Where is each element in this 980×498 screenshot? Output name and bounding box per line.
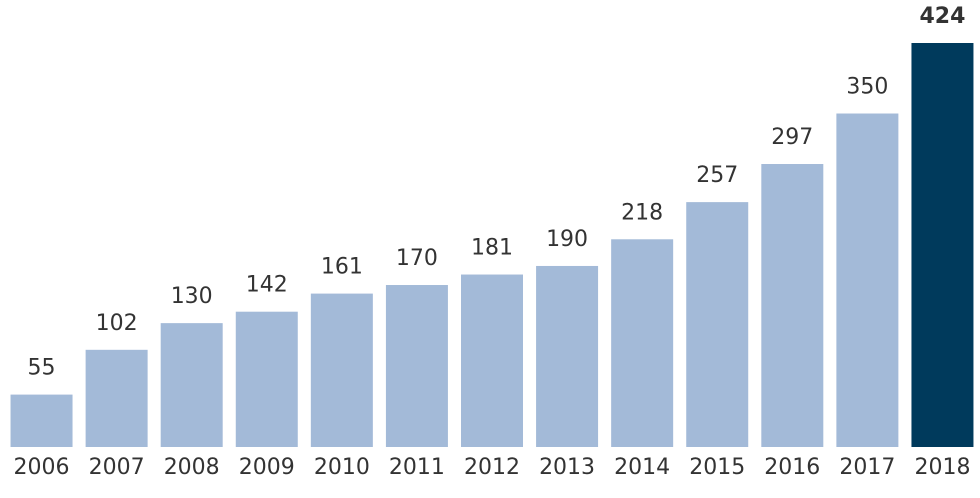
value-label: 142: [246, 273, 288, 298]
bar: [536, 265, 599, 447]
value-label: 257: [696, 163, 738, 188]
x-tick-label: 2007: [89, 455, 145, 480]
bar: [85, 349, 148, 447]
bar: [761, 164, 824, 447]
x-tick-label: 2015: [689, 455, 745, 480]
value-label: 190: [546, 227, 588, 252]
bar: [310, 293, 373, 447]
x-tick-label: 2008: [164, 455, 220, 480]
x-tick-label: 2006: [14, 455, 70, 480]
bar: [911, 43, 974, 447]
bar: [836, 113, 899, 448]
x-tick-label: 2009: [239, 455, 295, 480]
value-label: 297: [771, 125, 813, 150]
x-tick-label: 2011: [389, 455, 445, 480]
value-label: 161: [321, 255, 363, 280]
value-label: 55: [28, 356, 56, 381]
bar: [611, 239, 674, 447]
bar: [461, 274, 523, 447]
bar: [235, 311, 298, 447]
value-label: 170: [396, 246, 438, 271]
value-label: 181: [471, 236, 513, 261]
bar: [160, 323, 223, 447]
x-tick-label: 2018: [914, 455, 970, 480]
value-label: 130: [171, 284, 213, 309]
x-tick-label: 2017: [839, 455, 895, 480]
bar: [10, 394, 73, 447]
value-label: 218: [621, 200, 663, 225]
value-label: 424: [919, 4, 965, 29]
value-label: 350: [846, 75, 888, 100]
x-tick-label: 2013: [539, 455, 595, 480]
x-tick-label: 2016: [764, 455, 820, 480]
x-tick-label: 2014: [614, 455, 670, 480]
x-tick-label: 2012: [464, 455, 520, 480]
bar: [385, 285, 448, 447]
x-tick-label: 2010: [314, 455, 370, 480]
bar: [686, 202, 749, 447]
value-label: 102: [96, 311, 138, 336]
